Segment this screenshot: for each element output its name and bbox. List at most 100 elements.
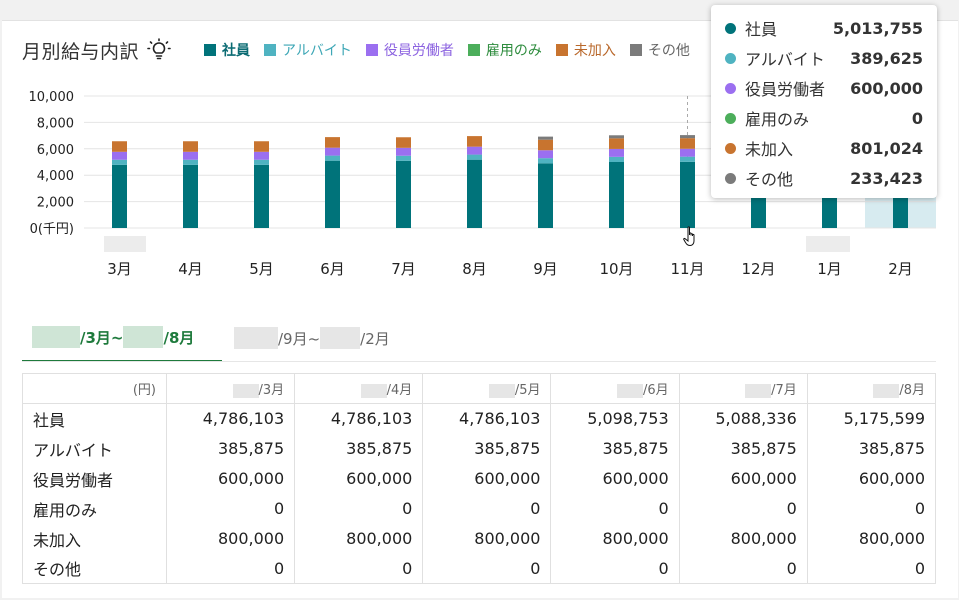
- bar-segment: [467, 154, 482, 160]
- table-cell: 0: [165, 553, 296, 584]
- column-header-label: /4月: [386, 383, 413, 398]
- legend-item[interactable]: 未加入: [555, 40, 616, 60]
- tooltip-value: 0: [911, 108, 923, 128]
- table-row: 社員 4,786,103 4,786,103 4,786,103 5,098,7…: [22, 403, 937, 434]
- redacted-year: [232, 383, 259, 398]
- tab-label-end: /2月: [360, 329, 390, 348]
- legend-label: 役員労働者: [383, 43, 454, 59]
- lightbulb-icon[interactable]: [147, 38, 171, 62]
- bar-segment: [325, 147, 340, 156]
- table-cell: 0: [165, 493, 296, 524]
- table-row: 役員労働者 600,000 600,000 600,000 600,000 60…: [22, 463, 937, 494]
- bar-segment: [609, 135, 624, 139]
- y-tick-label: 8,000: [37, 116, 74, 131]
- chart-legend: 社員 アルバイト 役員労働者 雇用のみ 未加入 その他: [204, 40, 704, 60]
- period-tabs: /3月~ /8月 /9月~ /2月: [22, 314, 422, 362]
- tab-label-start: /9月~: [278, 329, 321, 348]
- redacted-year: [32, 326, 80, 348]
- bar-segment: [467, 159, 482, 228]
- table-cell: 5,088,336: [678, 403, 808, 434]
- redacted-year: [360, 383, 387, 398]
- redacted-year: [234, 327, 278, 349]
- tab-first-half[interactable]: /3月~ /8月: [22, 314, 222, 362]
- bar-segment: [609, 148, 624, 157]
- chart-tooltip: 社員 5,013,755 アルバイト 389,625 役員労働者 600,000…: [711, 5, 937, 198]
- table-cell: 385,875: [550, 433, 680, 464]
- x-tick-label: 5月: [249, 260, 274, 278]
- table-cell: 0: [806, 553, 937, 584]
- row-label: アルバイト: [22, 433, 167, 464]
- legend-item[interactable]: アルバイト: [264, 40, 352, 60]
- legend-swatch: [467, 44, 480, 56]
- bar-segment: [112, 159, 127, 165]
- tooltip-value: 801,024: [850, 138, 923, 158]
- legend-label: アルバイト: [282, 43, 352, 59]
- table-cell: 0: [550, 553, 680, 584]
- bar-segment: [609, 156, 624, 162]
- x-tick-label: 3月: [107, 260, 132, 278]
- row-label: その他: [22, 553, 167, 584]
- title-row: 月別給与内訳: [22, 38, 171, 63]
- bar-segment: [467, 146, 482, 155]
- column-header: /3月: [165, 373, 296, 404]
- legend-item[interactable]: 社員: [204, 40, 250, 60]
- table-row: 未加入 800,000 800,000 800,000 800,000 800,…: [22, 523, 937, 554]
- table-cell: 0: [678, 553, 808, 584]
- bar-segment: [680, 156, 695, 162]
- legend-label: 社員: [222, 43, 250, 59]
- tooltip-row: 社員 5,013,755: [725, 13, 923, 43]
- legend-item[interactable]: 役員労働者: [365, 40, 454, 60]
- tab-label-end: /8月: [163, 328, 195, 347]
- legend-label: 雇用のみ: [485, 43, 542, 59]
- table-cell: 385,875: [165, 433, 296, 464]
- column-header: /7月: [678, 373, 808, 404]
- table-cell: 5,175,599: [806, 403, 937, 434]
- x-tick-label: 12月: [741, 260, 775, 278]
- bar-segment: [183, 141, 198, 152]
- legend-item[interactable]: 雇用のみ: [467, 40, 542, 60]
- table-cell: 385,875: [422, 433, 552, 464]
- redacted-year: [320, 327, 361, 349]
- tooltip-row: その他 233,423: [725, 163, 923, 193]
- redacted-year: [488, 383, 515, 398]
- legend-item[interactable]: その他: [629, 40, 690, 60]
- tooltip-row: 未加入 801,024: [725, 133, 923, 163]
- column-header: /4月: [294, 373, 424, 404]
- tooltip-row: 役員労働者 600,000: [725, 73, 923, 103]
- bar-segment: [325, 137, 340, 148]
- redacted-year: [745, 383, 772, 398]
- legend-swatch: [555, 44, 568, 56]
- table-cell: 385,875: [806, 433, 937, 464]
- page-title: 月別給与内訳: [22, 40, 140, 63]
- bar-segment: [183, 151, 198, 160]
- bar-segment: [538, 136, 553, 140]
- table-cell: 0: [294, 553, 424, 584]
- table-cell: 800,000: [165, 523, 296, 554]
- y-tick-label: 6,000: [37, 143, 74, 158]
- bar-segment: [112, 164, 127, 228]
- legend-swatch: [264, 44, 276, 56]
- tooltip-value: 233,423: [850, 168, 923, 188]
- y-tick-label: 0(千円): [30, 222, 74, 237]
- bar-segment: [183, 164, 198, 228]
- bar-segment: [254, 164, 269, 228]
- table-cell: 600,000: [550, 463, 680, 494]
- table-cell: 0: [422, 493, 552, 524]
- redacted-label: [806, 236, 850, 252]
- y-tick-label: 2,000: [37, 196, 74, 211]
- row-label: 未加入: [22, 523, 167, 554]
- table-cell: 800,000: [806, 523, 937, 554]
- table-cell: 800,000: [678, 523, 808, 554]
- legend-swatch: [629, 44, 642, 56]
- bar-segment: [680, 138, 695, 149]
- payroll-table: (円) /3月 /4月 /5月 /6月 /7月 /8月 社員 4,786,103…: [22, 373, 937, 584]
- redacted-year: [123, 326, 164, 348]
- column-header-label: /7月: [771, 383, 797, 398]
- tooltip-row: アルバイト 389,625: [725, 43, 923, 73]
- tab-second-half[interactable]: /9月~ /2月: [234, 314, 390, 362]
- bar-segment: [396, 147, 411, 156]
- bar-segment: [183, 159, 198, 165]
- table-row: アルバイト 385,875 385,875 385,875 385,875 38…: [22, 433, 937, 464]
- table-cell: 800,000: [550, 523, 680, 554]
- column-header-label: /6月: [642, 383, 669, 398]
